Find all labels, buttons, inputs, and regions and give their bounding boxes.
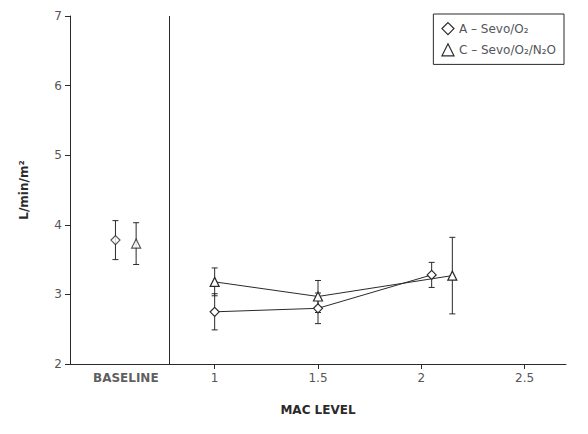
svg-text:2.5: 2.5 bbox=[515, 371, 534, 385]
svg-text:A – Sevo/O₂: A – Sevo/O₂ bbox=[459, 22, 529, 36]
svg-text:5: 5 bbox=[54, 148, 62, 162]
svg-text:6: 6 bbox=[54, 79, 62, 93]
svg-text:L/min/m²: L/min/m² bbox=[17, 160, 31, 219]
svg-text:1.5: 1.5 bbox=[308, 371, 327, 385]
svg-text:2: 2 bbox=[54, 357, 62, 371]
svg-text:2: 2 bbox=[418, 371, 426, 385]
svg-text:3: 3 bbox=[54, 287, 62, 301]
svg-text:1: 1 bbox=[211, 371, 219, 385]
svg-text:7: 7 bbox=[54, 9, 62, 23]
svg-text:4: 4 bbox=[54, 218, 62, 232]
svg-text:MAC LEVEL: MAC LEVEL bbox=[280, 403, 356, 417]
svg-text:BASELINE: BASELINE bbox=[93, 371, 159, 385]
svg-text:C – Sevo/O₂/N₂O: C – Sevo/O₂/N₂O bbox=[459, 43, 556, 57]
